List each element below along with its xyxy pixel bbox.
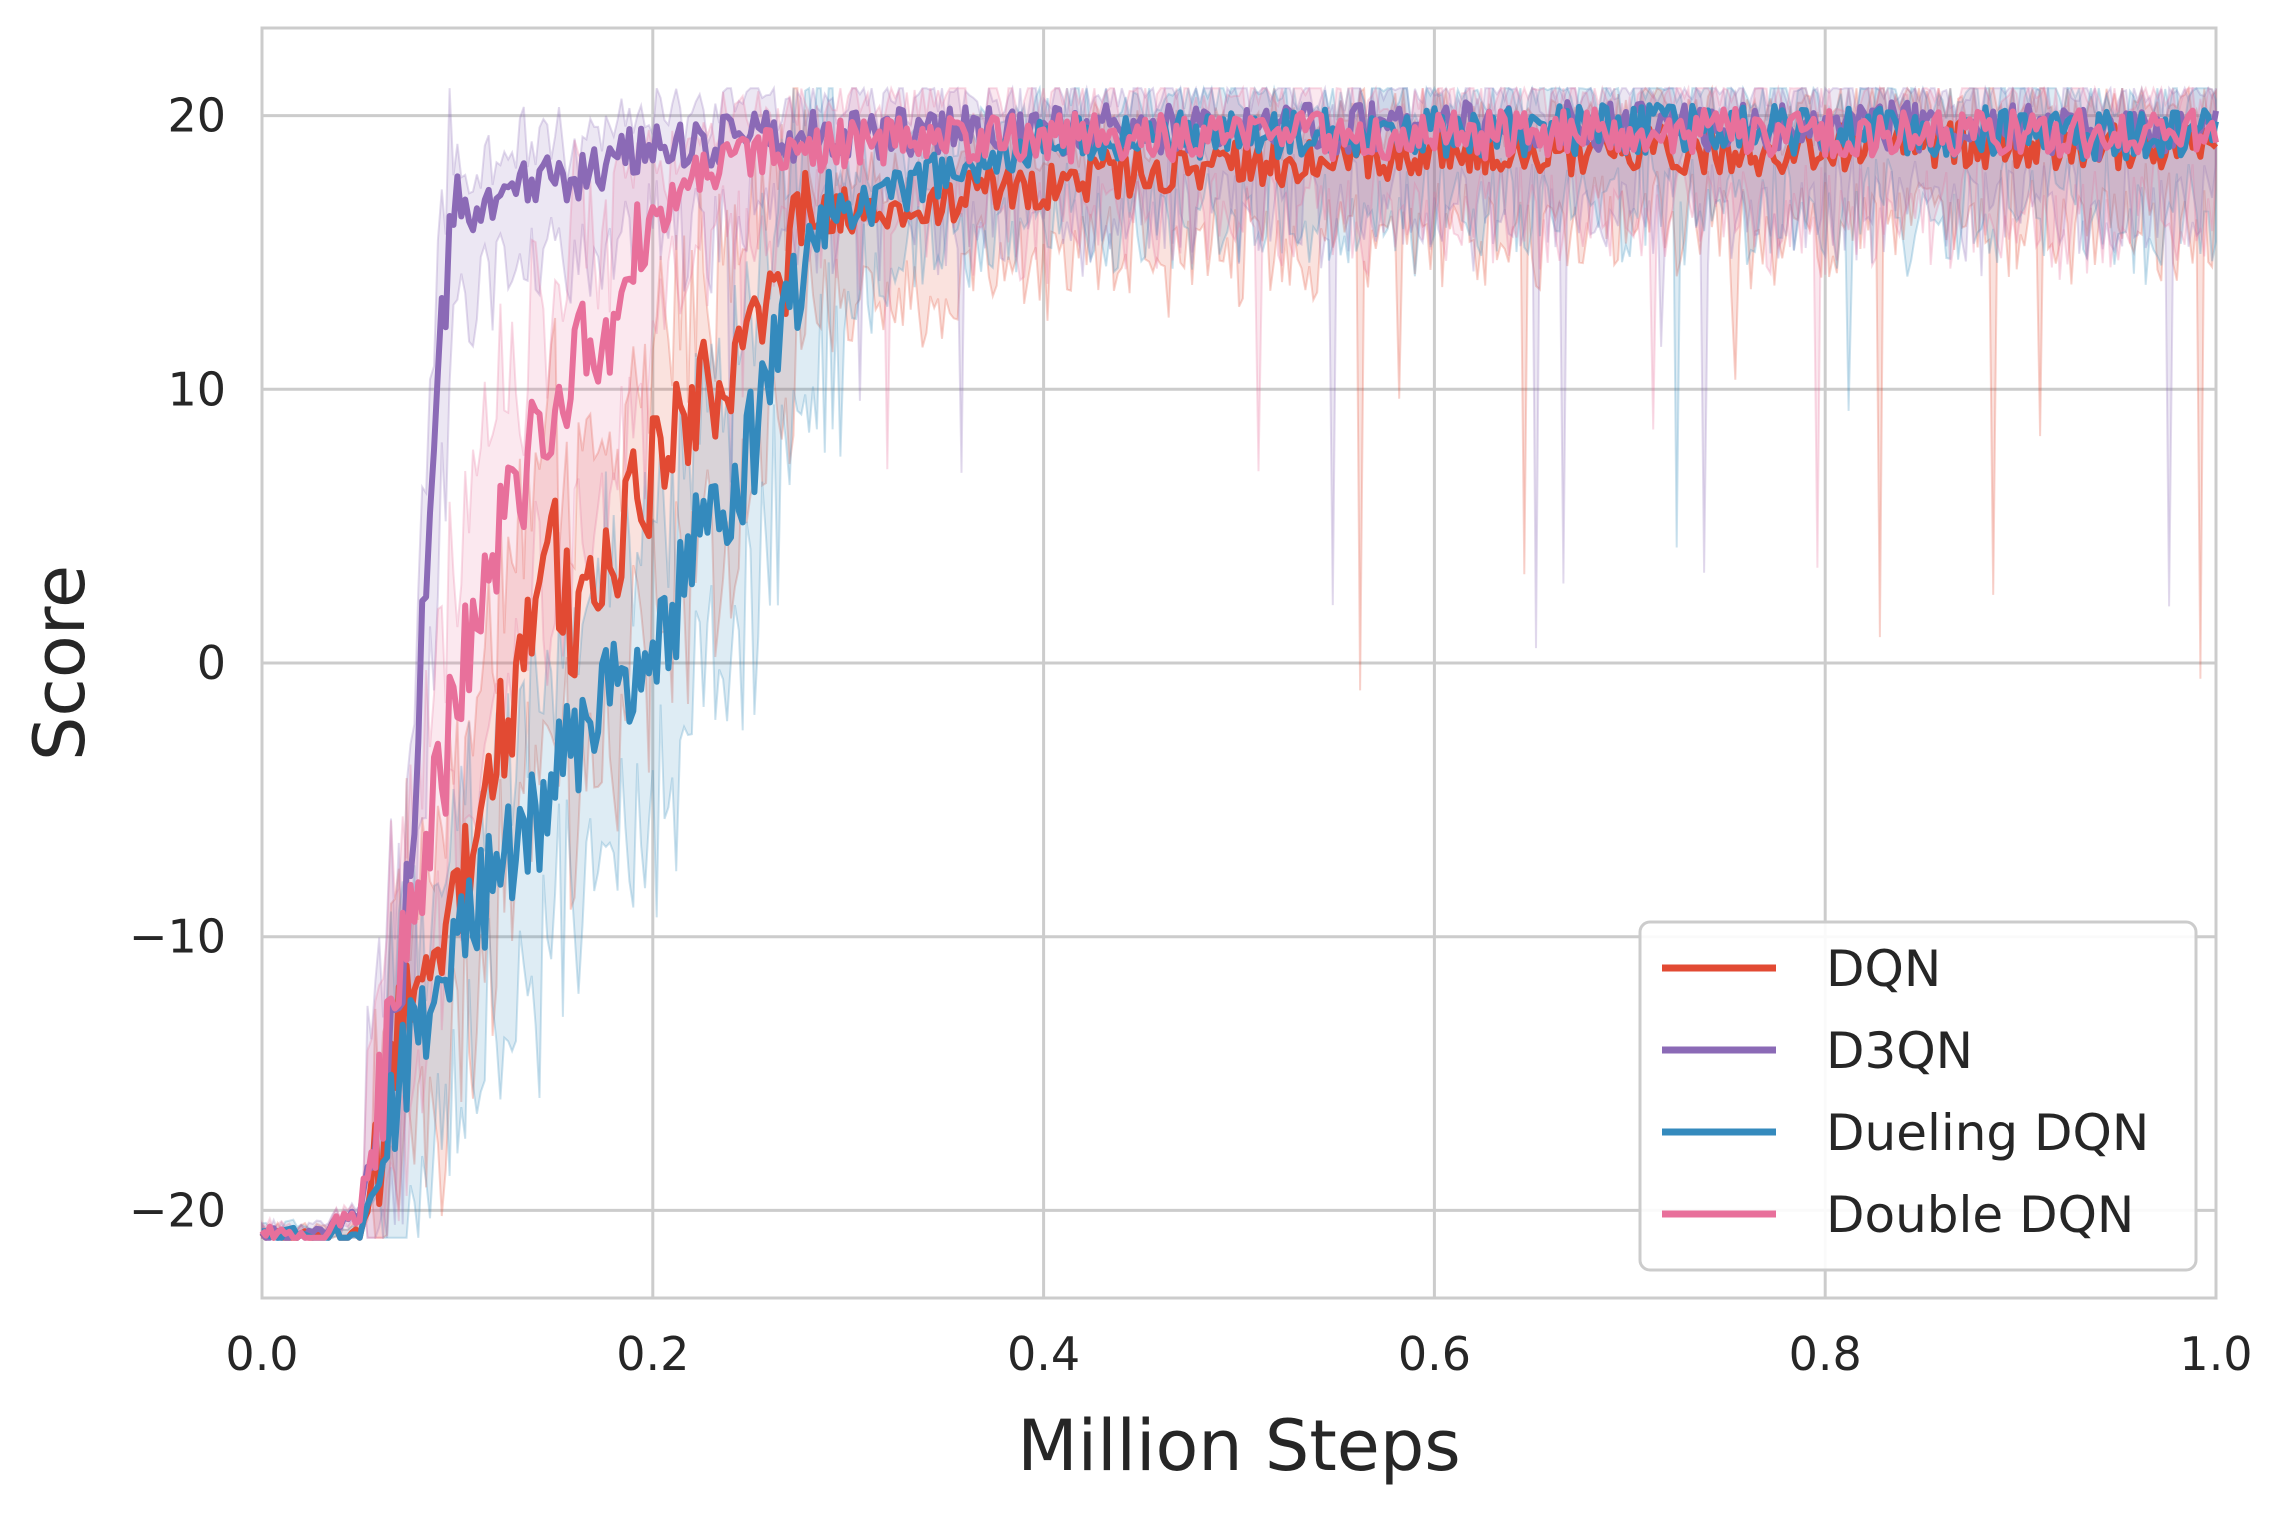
legend-box bbox=[1638, 920, 2198, 1272]
legend: DQN D3QN Dueling DQN Double DQN bbox=[1638, 920, 2198, 1272]
x-axis-title: Million Steps bbox=[1017, 1405, 1460, 1487]
y-tick-label: 20 bbox=[167, 89, 226, 143]
legend-label-dqn: DQN bbox=[1826, 940, 1941, 998]
x-tick-label: 1.0 bbox=[2179, 1327, 2252, 1381]
x-tick-label: 0.2 bbox=[616, 1327, 689, 1381]
x-tick-label: 0.6 bbox=[1398, 1327, 1471, 1381]
legend-label-double-dqn: Double DQN bbox=[1826, 1186, 2134, 1244]
band-double-dqn bbox=[261, 84, 2217, 1239]
x-axis-ticks: 0.0 0.2 0.4 0.6 0.8 1.0 bbox=[225, 1327, 2252, 1381]
x-tick-label: 0.4 bbox=[1007, 1327, 1080, 1381]
legend-label-d3qn: D3QN bbox=[1826, 1022, 1973, 1080]
y-tick-label: 10 bbox=[167, 362, 226, 416]
y-tick-label: −10 bbox=[129, 910, 226, 964]
line-double-dqn bbox=[259, 106, 2219, 1241]
y-tick-label: 0 bbox=[197, 636, 226, 690]
series-lines bbox=[259, 99, 2219, 1241]
x-tick-label: 0.0 bbox=[225, 1327, 298, 1381]
legend-label-dueling-dqn: Dueling DQN bbox=[1826, 1104, 2149, 1162]
y-tick-label: −20 bbox=[129, 1183, 226, 1237]
x-tick-label: 0.8 bbox=[1789, 1327, 1862, 1381]
y-axis-title: Score bbox=[19, 565, 101, 761]
y-axis-ticks: −20 −10 0 10 20 bbox=[129, 89, 226, 1238]
line-dueling-dqn bbox=[261, 101, 2219, 1241]
